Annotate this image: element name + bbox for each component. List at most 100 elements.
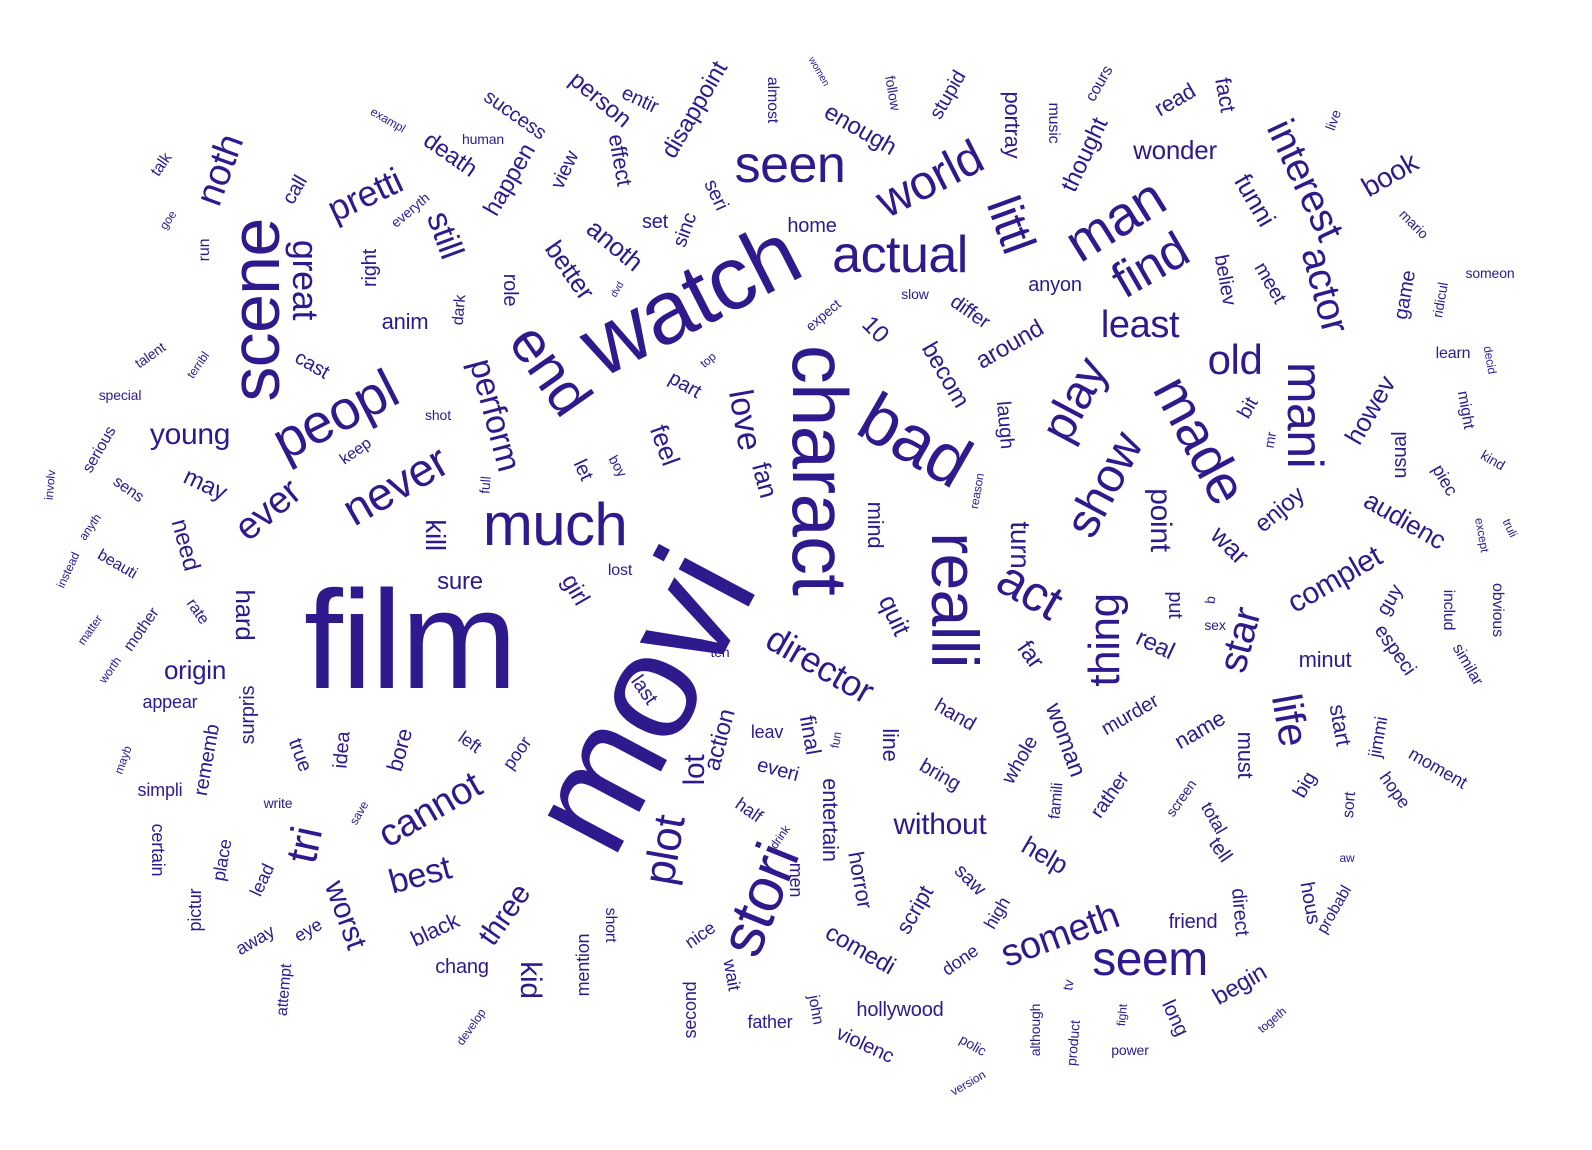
word-best: best bbox=[384, 848, 456, 902]
word-stupid: stupid bbox=[925, 66, 971, 124]
word-mr: mr bbox=[1260, 430, 1280, 450]
word-noth: noth bbox=[187, 128, 253, 212]
word-instead: instead bbox=[53, 549, 83, 591]
word-script: script bbox=[890, 881, 939, 939]
word-learn: learn bbox=[1435, 345, 1471, 362]
word-girl: girl bbox=[555, 569, 595, 610]
word-jimmi: jimmi bbox=[1364, 715, 1392, 759]
word-thing: thing bbox=[1080, 593, 1129, 687]
word-live: live bbox=[1321, 107, 1345, 133]
word-three: three bbox=[471, 877, 538, 952]
word-origin: origin bbox=[163, 655, 227, 685]
word-home: home bbox=[787, 215, 837, 237]
word-kid: kid bbox=[514, 961, 547, 999]
word-read: read bbox=[1149, 77, 1200, 122]
word-meet: meet bbox=[1249, 258, 1291, 308]
word-decid: decid bbox=[1480, 344, 1500, 376]
word-hard: hard bbox=[230, 589, 260, 641]
word-murder: murder bbox=[1097, 689, 1163, 741]
word-although: although bbox=[1027, 1003, 1043, 1057]
word-call: call bbox=[278, 171, 312, 209]
word-lead: lead bbox=[245, 860, 279, 900]
word-mention: mention bbox=[573, 933, 593, 997]
word-happen: happen bbox=[478, 138, 541, 221]
word-sex: sex bbox=[1204, 617, 1226, 633]
word-help: help bbox=[1016, 829, 1074, 881]
word-begin: begin bbox=[1208, 958, 1272, 1011]
word-almost: almost bbox=[764, 76, 781, 124]
word-final: final bbox=[794, 713, 827, 757]
word-friend: friend bbox=[1168, 911, 1218, 933]
word-sort: sort bbox=[1339, 791, 1360, 819]
word-tv: tv bbox=[1059, 978, 1077, 992]
word-part: part bbox=[664, 367, 706, 403]
word-done: done bbox=[938, 940, 982, 980]
word-piec: piec bbox=[1428, 461, 1462, 499]
word-sure: sure bbox=[437, 568, 483, 595]
word-direct: direct bbox=[1226, 887, 1254, 937]
word-fun: fun bbox=[827, 730, 845, 750]
word-moment: moment bbox=[1405, 743, 1471, 793]
word-eye: eye bbox=[290, 914, 326, 946]
word-quit: quit bbox=[872, 590, 918, 640]
word-lost: lost bbox=[607, 562, 633, 579]
word-game: game bbox=[1389, 268, 1421, 322]
word-worth: worth bbox=[96, 654, 124, 686]
word-plot: plot bbox=[634, 811, 695, 889]
word-name: name bbox=[1170, 705, 1230, 754]
word-hand: hand bbox=[930, 694, 980, 736]
word-right: right bbox=[359, 249, 381, 287]
word-run: run bbox=[196, 238, 213, 262]
word-old: old bbox=[1207, 336, 1263, 383]
word-differ: differ bbox=[946, 290, 994, 334]
word-mayb: mayb bbox=[111, 744, 135, 776]
word-mani: mani bbox=[1277, 361, 1333, 469]
word-view: view bbox=[546, 147, 584, 193]
word-turn: turn bbox=[1005, 521, 1036, 569]
word-famili: famili bbox=[1046, 782, 1067, 820]
word-truli: truli bbox=[1499, 516, 1521, 540]
word-must: must bbox=[1233, 731, 1258, 779]
word-black: black bbox=[406, 907, 463, 952]
word-shot: shot bbox=[425, 407, 451, 423]
word-comedi: comedi bbox=[820, 918, 900, 981]
word-director: director bbox=[759, 617, 882, 712]
word-bore: bore bbox=[381, 725, 418, 774]
word-bit: bit bbox=[1233, 393, 1263, 423]
word-much: much bbox=[482, 491, 628, 558]
word-might: might bbox=[1453, 389, 1478, 431]
word-big: big bbox=[1288, 768, 1322, 802]
word-anyth: anyth bbox=[76, 511, 104, 543]
word-someon: someon bbox=[1465, 265, 1515, 281]
word-true: true bbox=[283, 735, 317, 775]
word-charact: charact bbox=[776, 344, 864, 596]
word-life: life bbox=[1262, 690, 1319, 750]
word-matter: matter bbox=[74, 612, 106, 648]
word-place: place bbox=[208, 837, 236, 883]
word-includ: includ bbox=[1440, 589, 1457, 631]
word-certain: certain bbox=[148, 823, 168, 877]
word-write: write bbox=[263, 795, 293, 811]
word-men: men bbox=[786, 862, 806, 898]
word-short: short bbox=[602, 907, 619, 943]
word-polic: polic bbox=[956, 1031, 990, 1059]
word-far: far bbox=[1011, 635, 1050, 674]
word-chang: chang bbox=[435, 956, 489, 978]
word-father: father bbox=[747, 1012, 793, 1032]
word-women: women bbox=[805, 55, 832, 89]
word-film: film bbox=[303, 561, 518, 718]
word-star: star bbox=[1210, 602, 1270, 678]
word-togeth: togeth bbox=[1254, 1004, 1290, 1036]
word-fact: fact bbox=[1210, 75, 1241, 115]
word-seen: seen bbox=[734, 136, 846, 194]
word-appear: appear bbox=[142, 692, 198, 712]
word-mother: mother bbox=[120, 604, 163, 655]
word-special: special bbox=[98, 387, 142, 403]
word-full: full bbox=[476, 475, 494, 495]
word-goe: goe bbox=[156, 207, 180, 233]
word-second: second bbox=[680, 981, 700, 1039]
word-tell: tell bbox=[1203, 833, 1237, 867]
word-disappoint: disappoint bbox=[656, 56, 734, 163]
word-actual: actual bbox=[832, 226, 968, 284]
word-develop: develop bbox=[453, 1006, 489, 1048]
